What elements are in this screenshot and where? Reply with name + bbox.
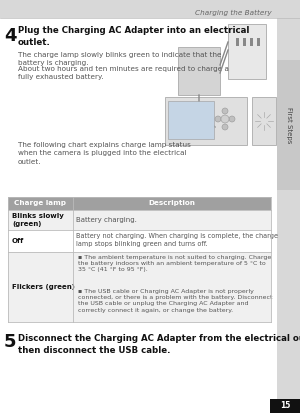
Text: The charge lamp slowly blinks green to indicate that the
battery is charging.: The charge lamp slowly blinks green to i…	[18, 52, 221, 66]
Text: Flickers (green): Flickers (green)	[12, 284, 75, 290]
Bar	[8, 230, 271, 252]
Text: 5: 5	[4, 333, 16, 351]
Bar	[243, 38, 246, 46]
Bar	[257, 38, 260, 46]
Bar	[8, 197, 271, 210]
Text: 15: 15	[280, 401, 290, 411]
Bar	[8, 210, 271, 230]
Text: About two hours and ten minutes are required to charge a
fully exhausted battery: About two hours and ten minutes are requ…	[18, 66, 229, 80]
Text: Charging the Battery: Charging the Battery	[195, 10, 272, 16]
Bar	[178, 47, 220, 95]
Text: Description: Description	[148, 200, 196, 206]
Circle shape	[222, 124, 228, 130]
Text: Blinks slowly
(green): Blinks slowly (green)	[12, 213, 64, 227]
Bar	[277, 60, 300, 190]
Text: ▪ The ambient temperature is not suited to charging. Charge
the battery indoors : ▪ The ambient temperature is not suited …	[78, 255, 271, 273]
Text: Plug the Charging AC Adapter into an electrical
outlet.: Plug the Charging AC Adapter into an ele…	[18, 26, 249, 47]
Bar	[168, 101, 214, 139]
Bar	[228, 24, 266, 79]
Circle shape	[229, 116, 235, 122]
Bar	[236, 38, 239, 46]
Text: Disconnect the Charging AC Adapter from the electrical outlet and
then disconnec: Disconnect the Charging AC Adapter from …	[18, 334, 300, 355]
Circle shape	[215, 116, 221, 122]
Bar	[270, 399, 300, 413]
Text: The following chart explains charge lamp status
when the camera is plugged into : The following chart explains charge lamp…	[18, 142, 191, 164]
Text: Off: Off	[12, 238, 24, 244]
Text: First Steps: First Steps	[286, 107, 292, 143]
Bar	[252, 97, 276, 145]
Bar	[8, 252, 271, 322]
Text: 4: 4	[4, 27, 16, 45]
Text: Charge lamp: Charge lamp	[14, 200, 67, 206]
Bar	[250, 38, 253, 46]
Text: Battery charging.: Battery charging.	[76, 217, 137, 223]
Circle shape	[221, 115, 229, 123]
Text: ▪ The USB cable or Charging AC Adapter is not properly
connected, or there is a : ▪ The USB cable or Charging AC Adapter i…	[78, 289, 272, 313]
Text: Battery not charging. When charging is complete, the charge
lamp stops blinking : Battery not charging. When charging is c…	[76, 233, 278, 247]
Bar	[0, 0, 300, 18]
Bar	[165, 97, 247, 145]
Circle shape	[222, 108, 228, 114]
